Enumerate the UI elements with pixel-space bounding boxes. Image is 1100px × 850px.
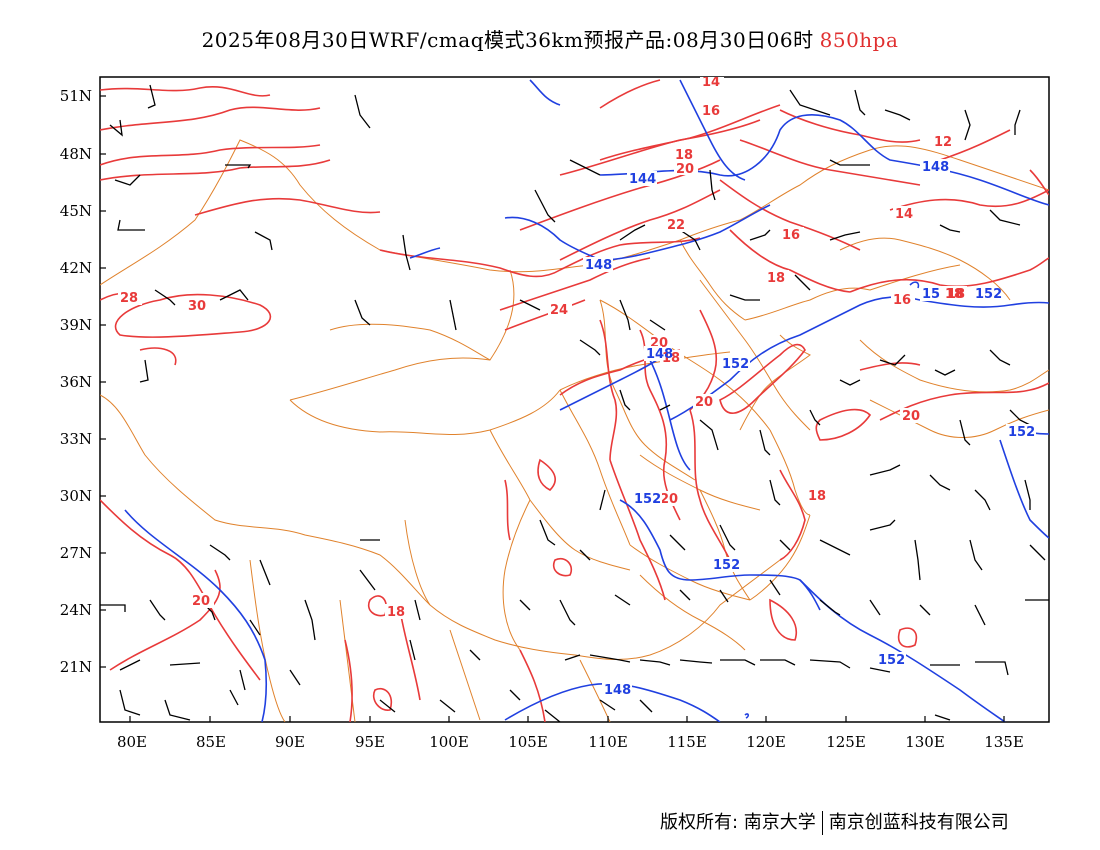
lon-label: 135E — [984, 733, 1024, 751]
lat-label: 45N — [60, 202, 92, 220]
lon-label: 120E — [746, 733, 786, 751]
temp-label: 20 — [660, 492, 678, 507]
lon-label: 130E — [905, 733, 945, 751]
temp-label: 18 — [675, 148, 693, 163]
temp-label: 18 — [947, 287, 965, 302]
temp-label: 28 — [120, 291, 138, 306]
height-label: 148 — [604, 683, 631, 698]
temp-label: 14 — [702, 75, 720, 90]
temp-label: 16 — [893, 293, 911, 308]
height-label: 15 — [922, 287, 940, 302]
height-label: 152 — [1008, 425, 1035, 440]
axis-ticks — [100, 95, 1005, 722]
temp-label: 14 — [895, 207, 913, 222]
lat-label: 21N — [60, 658, 92, 676]
lon-label: 85E — [196, 733, 226, 751]
temp-label: 20 — [192, 594, 210, 609]
copyright-company: 南京创蓝科技有限公司 — [828, 812, 1009, 833]
lon-label: 80E — [117, 733, 147, 751]
lon-label: 110E — [588, 733, 628, 751]
copyright-footer: 版权所有: 南京大学 南京创蓝科技有限公司 — [660, 808, 1009, 835]
height-label: 152 — [722, 357, 749, 372]
lon-label: 115E — [667, 733, 707, 751]
copyright-owner: 版权所有: 南京大学 — [660, 812, 816, 833]
temp-label: 12 — [934, 135, 952, 150]
temp-label: 16 — [702, 104, 720, 119]
temp-label: 18 — [662, 351, 680, 366]
lat-label: 36N — [60, 373, 92, 391]
lon-label: 100E — [429, 733, 469, 751]
wind-barbs — [100, 84, 1049, 722]
map-title: 2025年08月30日WRF/cmaq模式36km预报产品:08月30日06时 8… — [0, 24, 1100, 53]
lon-label: 90E — [275, 733, 305, 751]
height-label: 148 — [585, 258, 612, 273]
lat-label: 48N — [60, 145, 92, 163]
lon-label: 105E — [508, 733, 548, 751]
temp-label: 20 — [902, 409, 920, 424]
lat-label: 39N — [60, 316, 92, 334]
height-label: 152 — [975, 287, 1002, 302]
temp-label: 30 — [188, 299, 206, 314]
lon-label: 125E — [826, 733, 866, 751]
lat-label: 51N — [60, 87, 92, 105]
height-label: 148 — [922, 160, 949, 175]
height-label: 152 — [634, 492, 661, 507]
temp-label: 20 — [676, 162, 694, 177]
isoline-labels: 14 16 18 20 22 28 30 24 20 18 20 20 20 — [118, 75, 1036, 698]
temp-label: 16 — [782, 228, 800, 243]
temp-label: 18 — [808, 489, 826, 504]
lat-label: 24N — [60, 601, 92, 619]
temp-label: 22 — [667, 218, 685, 233]
height-label: 148 — [646, 347, 673, 362]
footer-divider — [821, 811, 823, 835]
map-frame — [99, 76, 1050, 723]
longitude-axis: 80E 85E 90E 95E 100E 105E 110E 115E 120E… — [117, 733, 1024, 751]
height-label: 152 — [713, 558, 740, 573]
title-level: 850hpa — [819, 28, 899, 52]
temp-label: 18 — [945, 287, 963, 302]
lon-label: 95E — [355, 733, 385, 751]
temp-label: 18 — [767, 271, 785, 286]
lat-label: 33N — [60, 430, 92, 448]
lat-label: 30N — [60, 487, 92, 505]
temp-label: 20 — [695, 395, 713, 410]
lat-label: 42N — [60, 259, 92, 277]
height-label: 152 — [878, 653, 905, 668]
temp-label: 24 — [550, 303, 568, 318]
lat-label: 27N — [60, 544, 92, 562]
height-contours — [124, 79, 1049, 722]
temp-label: 18 — [387, 605, 405, 620]
title-main: 2025年08月30日WRF/cmaq模式36km预报产品:08月30日06时 — [201, 28, 814, 52]
height-label: 144 — [629, 172, 656, 187]
latitude-axis: 51N 48N 45N 42N 39N 36N 33N 30N 27N 24N … — [60, 87, 92, 676]
